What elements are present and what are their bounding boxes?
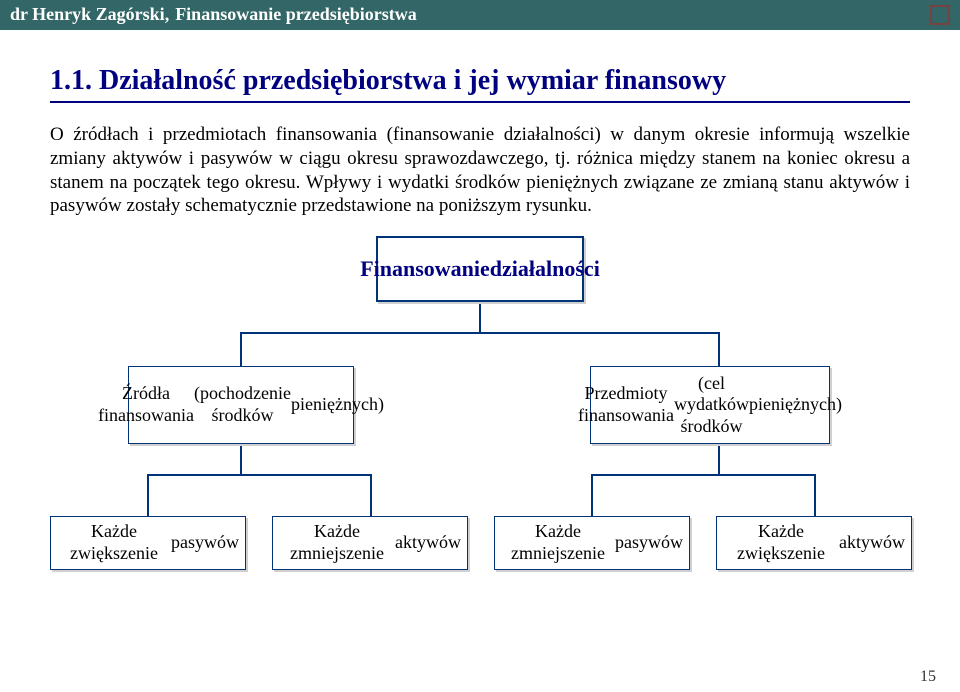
chart-leaf-node: Każde zwiększeniepasywów — [50, 516, 246, 570]
chart-level2-node: Przedmioty finansowania(cel wydatków śro… — [590, 366, 830, 444]
connector-line — [240, 444, 242, 474]
chart-leaf-node: Każde zmniejszenieaktywów — [272, 516, 468, 570]
connector-line — [814, 474, 816, 516]
connector-line — [479, 302, 481, 332]
connector-line — [591, 474, 816, 476]
connector-line — [147, 474, 372, 476]
page-title: 1.1. Działalność przedsiębiorstwa i jej … — [50, 65, 910, 97]
connector-line — [240, 332, 242, 366]
connector-line — [718, 444, 720, 474]
chart-leaf-node: Każde zwiększenieaktywów — [716, 516, 912, 570]
chart-level2-node: Źródła finansowania(pochodzenie środkówp… — [128, 366, 354, 444]
chart-root-node: Finansowaniedziałalności — [376, 236, 584, 302]
page-number: 15 — [920, 668, 936, 686]
title-underline — [50, 101, 910, 103]
connector-line — [370, 474, 372, 516]
org-chart: Finansowaniedziałalności Źródła finansowa… — [50, 236, 910, 576]
connector-line — [591, 474, 593, 516]
header-author: dr Henryk Zagórski, — [10, 4, 169, 25]
connector-line — [147, 474, 149, 516]
connector-line — [718, 332, 720, 366]
header-marker-icon — [930, 5, 950, 25]
chart-leaf-node: Każde zmniejszeniepasywów — [494, 516, 690, 570]
header-subject: Finansowanie przedsiębiorstwa — [175, 4, 417, 25]
connector-line — [240, 332, 720, 334]
slide-content: 1.1. Działalność przedsiębiorstwa i jej … — [0, 31, 960, 576]
body-text: O źródłach i przedmiotach finansowania (… — [50, 123, 910, 218]
slide-header: dr Henryk Zagórski, Finansowanie przedsi… — [0, 0, 960, 31]
